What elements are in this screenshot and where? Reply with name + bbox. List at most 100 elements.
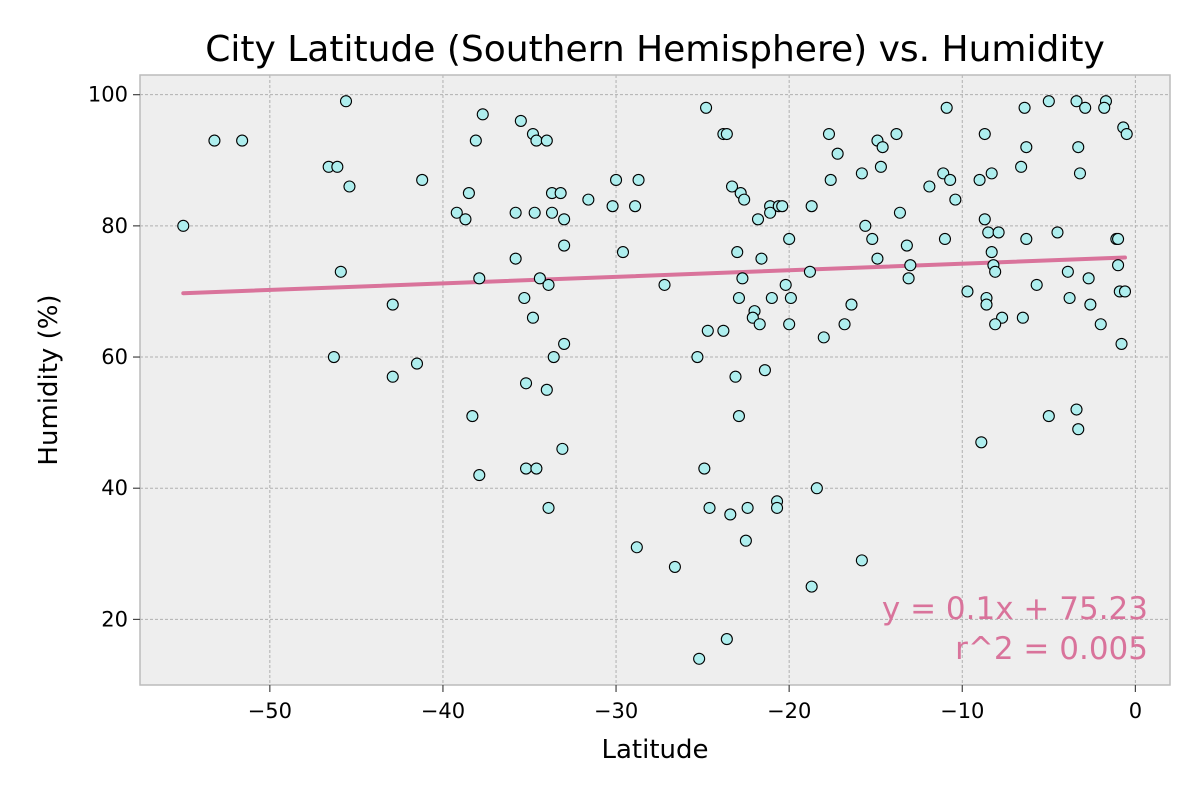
data-point	[386, 370, 399, 383]
data-point	[331, 160, 344, 173]
r-squared-label: r^2 = 0.005	[955, 631, 1148, 667]
data-point	[725, 180, 739, 193]
data-point	[1115, 337, 1128, 350]
data-point	[668, 560, 681, 573]
data-point	[658, 278, 671, 291]
data-point	[547, 350, 560, 364]
data-point	[900, 239, 913, 252]
data-point	[944, 173, 957, 186]
data-point	[720, 633, 733, 646]
data-point	[805, 580, 818, 593]
data-point	[784, 291, 797, 305]
data-point	[1030, 278, 1043, 291]
data-point	[866, 232, 879, 246]
data-point	[476, 108, 489, 121]
data-point	[236, 134, 249, 147]
data-point	[783, 318, 796, 331]
data-point	[616, 246, 630, 259]
data-point	[545, 206, 559, 219]
data-point	[810, 482, 823, 495]
y-tick-label: 20	[101, 607, 128, 631]
data-point	[1118, 285, 1132, 298]
data-point	[985, 167, 998, 180]
data-point	[533, 272, 546, 285]
data-point	[540, 383, 553, 396]
regression-line	[181, 255, 1127, 296]
data-point	[703, 501, 716, 514]
data-point	[765, 291, 778, 305]
data-point	[732, 410, 746, 423]
data-point	[558, 337, 571, 350]
y-tick-label: 80	[101, 214, 128, 238]
data-point	[845, 298, 858, 311]
data-point	[776, 200, 789, 213]
data-point	[751, 213, 765, 226]
data-point	[902, 272, 915, 285]
data-point	[938, 232, 952, 246]
data-point	[729, 370, 742, 383]
data-point	[805, 200, 818, 213]
data-point	[736, 272, 749, 285]
data-point	[1042, 410, 1055, 423]
data-point	[893, 206, 906, 219]
data-point	[764, 206, 777, 219]
data-point	[327, 350, 340, 364]
x-tick-label: −40	[421, 699, 465, 723]
data-point	[1020, 141, 1033, 154]
data-point	[855, 554, 868, 567]
data-point	[779, 278, 792, 291]
y-tick-label: 100	[88, 83, 128, 107]
regression-equation: y = 0.1x + 75.23	[882, 591, 1148, 627]
data-point	[700, 101, 713, 114]
data-point	[386, 298, 399, 311]
data-point	[582, 193, 595, 206]
data-point	[961, 285, 974, 298]
data-point	[416, 173, 429, 186]
data-point	[1072, 423, 1085, 436]
y-tick-label: 40	[101, 476, 128, 500]
data-point	[949, 193, 962, 206]
data-point	[859, 219, 872, 232]
data-point	[822, 127, 836, 141]
data-point	[208, 134, 221, 147]
data-point	[1020, 232, 1033, 246]
data-point	[519, 377, 533, 390]
data-point	[940, 101, 953, 114]
data-point	[1082, 272, 1095, 285]
data-point	[632, 173, 645, 186]
data-point	[334, 265, 347, 278]
data-point	[509, 206, 522, 219]
data-point	[459, 213, 472, 226]
data-point	[558, 213, 571, 226]
data-point	[469, 134, 482, 147]
data-point	[876, 141, 889, 154]
data-point	[540, 134, 553, 147]
data-point	[982, 226, 995, 239]
data-point	[1018, 101, 1031, 114]
y-tick-label: 60	[101, 345, 128, 369]
data-point	[1073, 167, 1087, 180]
data-point	[177, 219, 190, 232]
data-point	[741, 501, 754, 514]
data-point	[732, 291, 746, 305]
data-point	[855, 167, 868, 180]
x-tick-label: −30	[594, 699, 638, 723]
data-point	[824, 173, 837, 186]
data-point	[973, 173, 986, 186]
data-point	[923, 180, 936, 193]
data-point	[1112, 259, 1125, 272]
chart-title: City Latitude (Southern Hemisphere) vs. …	[205, 29, 1105, 70]
data-point	[1070, 95, 1083, 108]
data-point	[1079, 101, 1092, 114]
x-axis-label: Latitude	[601, 735, 708, 765]
data-point	[558, 239, 571, 252]
data-point	[1120, 127, 1133, 141]
data-point	[528, 206, 541, 219]
data-point	[526, 311, 540, 324]
data-point	[518, 291, 531, 305]
data-point	[1094, 318, 1107, 331]
data-point	[904, 259, 917, 272]
data-point	[738, 193, 751, 206]
data-point	[606, 200, 619, 213]
data-point	[1084, 298, 1097, 311]
